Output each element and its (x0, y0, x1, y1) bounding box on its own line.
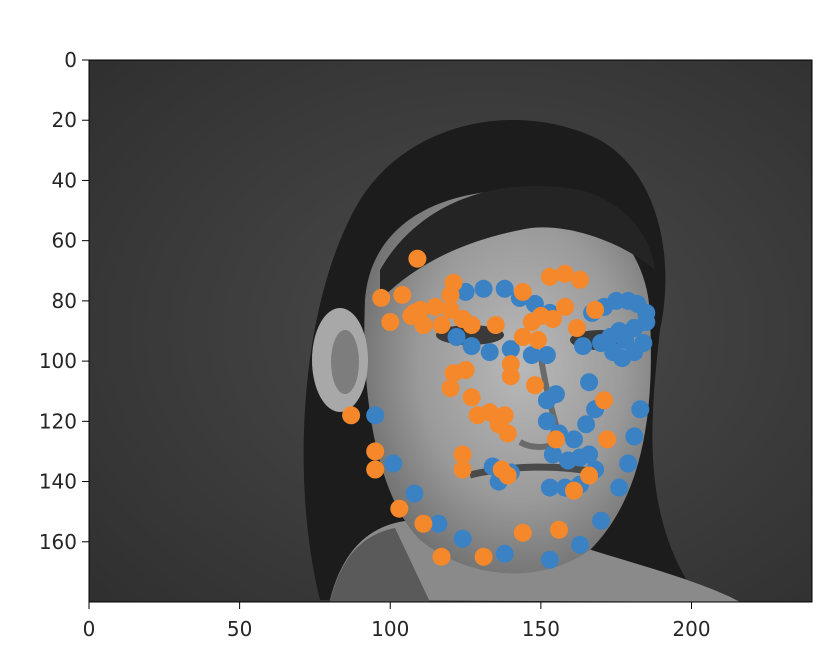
y-tick-label: 20 (52, 108, 77, 132)
scatter-point-s2-42 (442, 379, 460, 397)
scatter-point-s2-30 (514, 328, 532, 346)
scatter-point-s2-51 (499, 467, 517, 485)
x-tick-label: 50 (227, 617, 252, 641)
scatter-point-s2-8 (514, 524, 532, 542)
x-tick-label: 150 (522, 617, 560, 641)
scatter-point-s2-52 (490, 415, 508, 433)
scatter-point-s2-36 (571, 271, 589, 289)
scatter-point-s1-7 (541, 551, 559, 569)
x-tick-label: 0 (83, 617, 96, 641)
scatter-point-s2-44 (457, 361, 475, 379)
x-tick-label: 100 (371, 617, 409, 641)
scatter-point-s2-1 (342, 406, 360, 424)
scatter-point-s2-12 (598, 430, 616, 448)
scatter-point-s2-15 (381, 313, 399, 331)
y-tick-label: 100 (39, 349, 77, 373)
scatter-point-s1-1 (366, 406, 384, 424)
scatter-point-s1-44 (538, 391, 556, 409)
scatter-point-s1-13 (631, 400, 649, 418)
scatter-point-s1-9 (592, 512, 610, 530)
scatter-point-s1-8 (571, 536, 589, 554)
scatter-point-s2-19 (411, 301, 429, 319)
scatter-point-s2-25 (463, 316, 481, 334)
scatter-point-s2-11 (580, 467, 598, 485)
x-axis-ticks: 0 50 100 150 200 (83, 602, 711, 641)
y-tick-label: 80 (52, 289, 77, 313)
scatter-point-s1-22 (496, 280, 514, 298)
scatter-point-s1-41 (625, 319, 643, 337)
scatter-point-s2-22 (433, 316, 451, 334)
scatter-point-s1-3 (405, 485, 423, 503)
scatter-point-s2-14 (372, 289, 390, 307)
scatter-point-s2-29 (487, 316, 505, 334)
y-tick-label: 0 (64, 48, 77, 72)
scatter-point-s1-50 (580, 373, 598, 391)
scatter-point-s2-41 (514, 283, 532, 301)
scatter-point-s1-16 (481, 343, 499, 361)
scatter-point-s2-54 (502, 367, 520, 385)
scatter-point-s2-4 (390, 500, 408, 518)
scatter-point-s2-13 (595, 391, 613, 409)
scatter-point-s2-27 (442, 286, 460, 304)
scatter-point-s2-56 (547, 430, 565, 448)
scatter-point-s1-6 (496, 545, 514, 563)
scatter-point-s2-10 (565, 482, 583, 500)
scatter-point-s2-55 (526, 376, 544, 394)
scatter-point-s1-21 (475, 280, 493, 298)
scatter-point-s1-19 (538, 346, 556, 364)
scatter-point-s2-45 (463, 388, 481, 406)
scatter-point-s1-5 (454, 530, 472, 548)
scatter-point-s2-9 (550, 521, 568, 539)
scatter-point-s2-38 (544, 310, 562, 328)
scatter-point-s2-31 (529, 331, 547, 349)
scatter-point-s2-39 (568, 319, 586, 337)
scatter-point-s1-10 (610, 479, 628, 497)
y-tick-label: 120 (39, 409, 77, 433)
y-tick-label: 160 (39, 530, 77, 554)
y-axis-ticks: 0 20 40 60 80 100 120 140 160 (39, 48, 89, 554)
scatter-point-s2-2 (366, 442, 384, 460)
y-tick-label: 40 (52, 168, 77, 192)
scatter-point-s1-12 (625, 427, 643, 445)
scatter-point-s1-42 (610, 322, 628, 340)
scatter-point-s2-58 (454, 446, 472, 464)
scatter-point-s2-20 (414, 316, 432, 334)
scatter-point-s2-7 (475, 548, 493, 566)
scatter-point-s2-28 (408, 250, 426, 268)
scatter-point-s2-40 (586, 301, 604, 319)
scatter-point-s1-48 (577, 415, 595, 433)
y-tick-label: 140 (39, 470, 77, 494)
scatter-point-s1-11 (619, 455, 637, 473)
scatter-point-s2-21 (426, 298, 444, 316)
scatter-point-s2-16 (393, 286, 411, 304)
scatter-point-s1-58 (541, 479, 559, 497)
scatter-point-s1-47 (565, 430, 583, 448)
scatter-point-s1-15 (463, 337, 481, 355)
scatter-point-s2-34 (541, 268, 559, 286)
y-tick-label: 60 (52, 229, 77, 253)
x-tick-label: 200 (672, 617, 710, 641)
scatter-point-s1-2 (384, 455, 402, 473)
scatter-point-s2-5 (414, 515, 432, 533)
scatter-point-s1-14 (448, 328, 466, 346)
scatter-point-s1-31 (634, 334, 652, 352)
scatter-point-s2-6 (433, 548, 451, 566)
scatter-point-s1-26 (574, 337, 592, 355)
scatter-point-s2-3 (366, 461, 384, 479)
